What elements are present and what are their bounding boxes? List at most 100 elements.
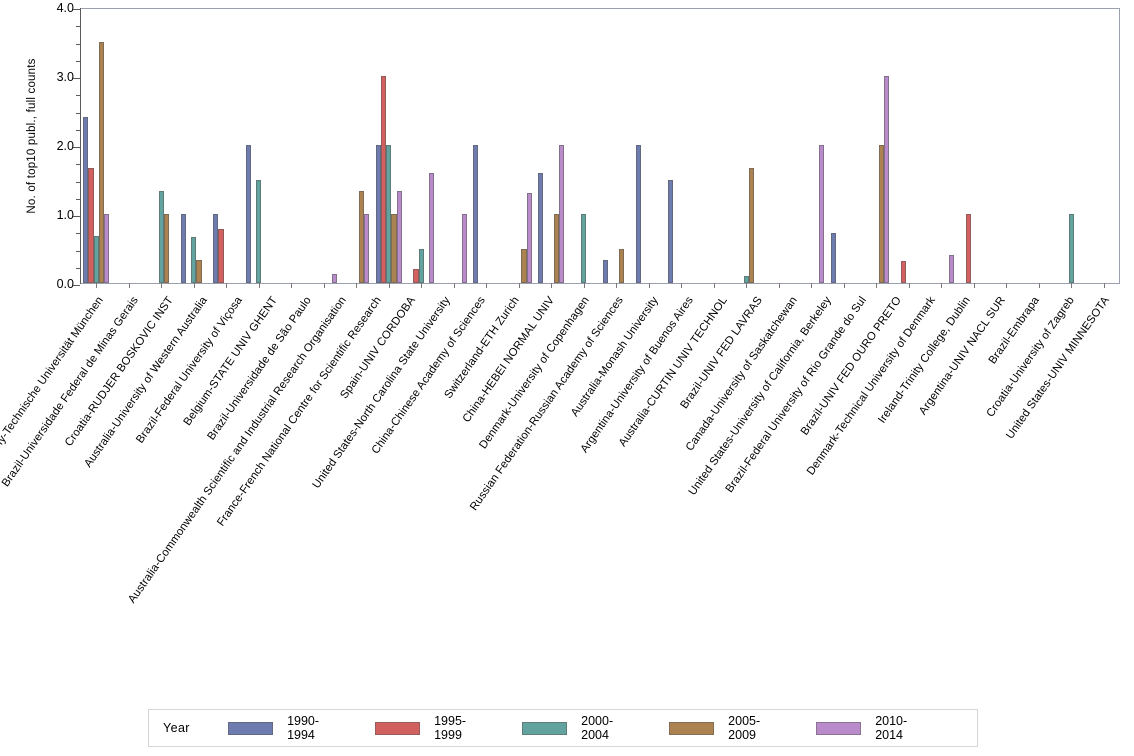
bar <box>213 214 219 283</box>
x-tick <box>388 283 390 288</box>
x-tick <box>518 283 520 288</box>
x-axis-label-text: United States-UNIV MINNESOTA <box>1003 294 1112 442</box>
x-tick <box>746 283 748 288</box>
legend-swatch <box>374 721 421 735</box>
bar <box>559 145 565 283</box>
legend-label: 1990-1994 <box>287 714 320 742</box>
legend-item[interactable]: 1990-1994 <box>227 714 341 742</box>
bar <box>245 145 251 283</box>
y-tick-minor <box>76 233 80 235</box>
y-axis-tick-labels: 0.0 1.0 2.0 3.0 4.0 <box>4 0 74 291</box>
bar <box>618 248 625 283</box>
x-tick <box>648 283 650 288</box>
y-tick-minor <box>76 267 80 269</box>
x-tick <box>551 283 553 288</box>
x-tick <box>778 283 780 288</box>
legend-item[interactable]: 2005-2009 <box>668 714 782 742</box>
x-axis-label-text: United States-North Carolina State Unive… <box>310 294 453 491</box>
legend-item[interactable]: 2000-2004 <box>521 714 635 742</box>
x-axis-label-text: Denmark-Technical University of Denmark <box>805 294 939 478</box>
bar <box>965 214 972 283</box>
y-tick-minor <box>76 164 80 166</box>
y-tick-minor <box>76 198 80 200</box>
x-axis-label-text: Brazil-Universidade de São Paulo <box>205 294 315 443</box>
x-axis-label-text: Brazil-Embrapa <box>986 294 1043 367</box>
bar <box>256 179 262 283</box>
x-axis-label-text: Switzerland-ETH Zurich <box>442 294 523 401</box>
x-tick <box>616 283 618 288</box>
x-tick <box>876 283 878 288</box>
y-axis-tick-label: 3.0 <box>56 70 74 84</box>
x-axis-label-text: Brazil-Federal University of Rio Grande … <box>723 294 869 495</box>
x-axis-label-text: Belgium-STATE UNIV GHENT <box>181 294 280 429</box>
x-tick <box>356 283 358 288</box>
bar <box>158 191 164 283</box>
x-tick <box>811 283 813 288</box>
x-axis-label-text: Ireland-Trinity College, Dublin <box>876 294 973 426</box>
plot-area <box>73 8 1120 288</box>
y-axis-line <box>80 8 81 284</box>
x-tick <box>941 283 943 288</box>
legend: Year 1990-1994 1995-1999 2000-2004 2005-200… <box>148 709 978 747</box>
bar <box>538 172 544 283</box>
y-tick-major <box>73 9 80 10</box>
x-axis-label-text: Brazil-Federal University of Viçosa <box>134 294 245 446</box>
bar <box>900 260 907 283</box>
bar <box>748 167 755 283</box>
x-axis-label-text: Argentina-UNIV NACL SUR <box>916 294 1008 418</box>
legend-item[interactable]: 2010-2014 <box>815 714 929 742</box>
legend-label: 2005-2009 <box>728 714 761 742</box>
y-axis-tick-label: 4.0 <box>56 1 74 15</box>
legend-item[interactable]: 1995-1999 <box>374 714 488 742</box>
bar <box>98 41 105 283</box>
x-axis-label-text: Canada-University of Saskatchewan <box>683 294 800 454</box>
bar <box>413 269 419 283</box>
bar <box>196 260 202 283</box>
bar <box>878 145 885 283</box>
legend-title: Year <box>163 721 190 735</box>
x-tick <box>96 283 98 288</box>
bar <box>375 145 381 283</box>
bar <box>391 214 397 283</box>
bar <box>668 179 674 283</box>
bar <box>949 254 955 283</box>
x-tick <box>291 283 293 288</box>
x-tick <box>161 283 163 288</box>
x-axis-label-text: Brazil-Universidade Federal de Minas Ger… <box>0 294 141 490</box>
bar <box>180 214 186 283</box>
y-tick-minor <box>76 250 80 252</box>
x-tick <box>323 283 325 288</box>
y-tick-major <box>73 216 80 217</box>
y-tick-minor <box>76 129 80 131</box>
x-tick <box>1071 283 1073 288</box>
x-tick <box>421 283 423 288</box>
x-axis-label-text: Australia-CURTIN UNIV TECHNOL <box>617 294 731 450</box>
bar <box>526 193 532 283</box>
x-tick <box>713 283 715 288</box>
x-axis-label-text: Argentina-University of Buenos Aires <box>578 294 696 456</box>
y-tick-minor <box>76 26 80 28</box>
x-axis-label-text: Brazil-UNIV FED LAVRAS <box>678 294 765 412</box>
y-tick-minor <box>76 95 80 97</box>
bar <box>364 214 370 283</box>
bar <box>581 214 587 283</box>
legend-label: 2010-2014 <box>875 714 908 742</box>
y-tick-major <box>73 78 80 79</box>
x-tick <box>973 283 975 288</box>
x-axis-label-text: Croatia-RUDJER BOSKOVIC INST <box>62 294 176 449</box>
x-tick <box>1038 283 1040 288</box>
bar <box>331 274 337 283</box>
legend-label: 2000-2004 <box>581 714 614 742</box>
x-tick <box>1103 283 1105 288</box>
bar <box>386 145 392 283</box>
x-axis-label-text: United States-University of California, … <box>686 294 835 498</box>
bar <box>218 229 224 283</box>
x-tick <box>908 283 910 288</box>
y-tick-minor <box>76 112 80 114</box>
legend-swatch <box>521 721 568 735</box>
bar <box>88 167 94 283</box>
y-tick-major <box>73 285 80 286</box>
x-axis-label-text: China-Chinese Academy of Sciences <box>369 294 488 457</box>
bar <box>104 214 110 283</box>
